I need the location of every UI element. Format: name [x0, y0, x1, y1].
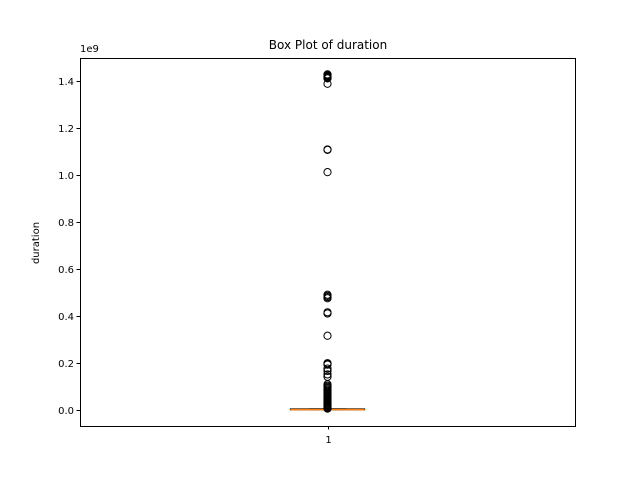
- y-axis-label: duration: [31, 222, 42, 264]
- outlier-point: [323, 168, 332, 177]
- y-axis-ticks: 0.0 0.2 0.4 0.6 0.8 1.0 1.2 1.4: [58, 77, 80, 417]
- x-axis-ticks: 1: [325, 426, 332, 446]
- outlier-point: [323, 404, 332, 413]
- outlier-point: [323, 145, 332, 154]
- outlier-point: [323, 370, 332, 379]
- y-tick-label: 0.4: [58, 312, 74, 323]
- outlier-point: [323, 366, 332, 376]
- outlier-point: [323, 309, 332, 318]
- y-tick-label: 1.2: [58, 124, 74, 135]
- y-axis-scale-label: 1e9: [80, 44, 99, 55]
- outlier-point: [323, 74, 332, 83]
- y-tick-label: 1.0: [58, 171, 74, 182]
- y-tick-label: 0.8: [58, 218, 74, 229]
- y-tick-label: 0.6: [58, 265, 74, 276]
- outlier-point: [323, 79, 332, 88]
- outlier-point: [323, 364, 332, 373]
- outlier-point: [323, 294, 332, 303]
- y-tick-label: 1.4: [58, 77, 74, 88]
- plot-area-frame: [80, 58, 576, 427]
- outlier-points: [323, 70, 332, 413]
- outlier-point: [323, 360, 332, 369]
- chart-title: Box Plot of duration: [269, 38, 387, 52]
- y-tick-label: 0.2: [58, 359, 74, 370]
- x-tick-label: 1: [325, 435, 331, 446]
- y-tick-label: 0.0: [58, 406, 74, 417]
- outlier-point: [323, 331, 332, 340]
